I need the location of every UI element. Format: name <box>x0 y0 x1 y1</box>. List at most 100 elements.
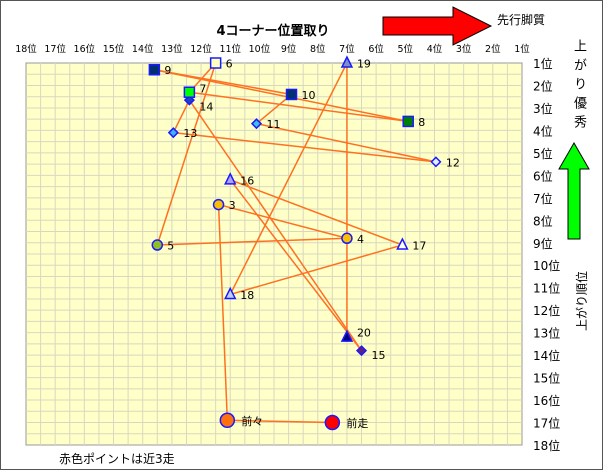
x-tick-label: 6位 <box>368 43 384 55</box>
point-4: 4 <box>341 232 364 246</box>
connection-line <box>230 244 403 296</box>
point-label: 前々 <box>241 414 263 428</box>
x-tick-label: 15位 <box>103 43 125 55</box>
x-tick-label: 5位 <box>398 43 414 55</box>
point-label: 19 <box>357 58 371 71</box>
x-axis-ticks: 18位 17位 16位 15位 14位 13位 12位 11位 10位 9位 8位 7位 6位 5位 4位 3… <box>15 43 530 55</box>
point-label: 16 <box>240 174 254 187</box>
point-8: 8 <box>402 115 425 129</box>
point-label: 18 <box>240 289 254 302</box>
x-tick-label: 1位 <box>514 43 530 55</box>
point-16: 16 <box>224 172 254 187</box>
connection-line <box>217 204 229 421</box>
circle-large-marker <box>219 412 236 429</box>
point-20: 20 <box>340 327 371 342</box>
y-tick-label: 15位 <box>533 371 560 386</box>
y-tick-label: 11位 <box>533 281 560 296</box>
y-tick-label: 10位 <box>533 258 560 273</box>
connection-line <box>154 69 292 96</box>
point-11: 11 <box>250 118 280 131</box>
point-label: 15 <box>372 349 386 362</box>
y-tick-label: 18位 <box>533 438 560 453</box>
point-9: 9 <box>148 63 171 77</box>
circle-marker <box>151 239 164 251</box>
connection-line <box>188 99 363 352</box>
y-tick-label: 16位 <box>533 393 560 408</box>
point-3: 3 <box>212 198 236 212</box>
point-label: 14 <box>199 101 213 114</box>
diamond-marker <box>430 156 442 168</box>
square-marker <box>183 86 196 98</box>
y-tick-label: 5位 <box>533 146 553 161</box>
point-label: 13 <box>183 127 197 140</box>
top-arrow-label: 先行脚質 <box>497 12 545 27</box>
point-label: 7 <box>199 83 206 96</box>
connection-line <box>229 62 348 295</box>
x-tick-label: 13位 <box>161 43 183 55</box>
square-marker <box>148 63 161 76</box>
point-label: 20 <box>357 327 371 340</box>
triangle-marker <box>396 237 409 250</box>
chart-title: 4コーナー位置取り <box>216 23 329 39</box>
circle-marker <box>341 232 353 245</box>
x-tick-label: 7位 <box>339 43 355 55</box>
connection-line <box>229 179 403 246</box>
point-12: 12 <box>430 156 460 169</box>
point-label: 4 <box>357 233 364 246</box>
point-label: 12 <box>446 156 460 169</box>
point-18: 18 <box>224 286 254 302</box>
grid <box>26 63 522 445</box>
x-tick-label: 18位 <box>15 43 37 55</box>
right-top-label: 上がり優秀 <box>571 39 586 134</box>
square-marker <box>402 115 414 128</box>
footnote: 赤色ポイントは近3走 <box>59 452 175 466</box>
triangle-marker <box>224 286 237 300</box>
point-label: 3 <box>229 199 236 212</box>
connection-line <box>157 237 347 246</box>
point-前走: 前走 <box>324 414 368 431</box>
point-label: 6 <box>226 58 233 71</box>
y-tick-label: 14位 <box>533 348 560 363</box>
y-tick-label: 9位 <box>533 236 553 251</box>
y-tick-label: 2位 <box>533 78 553 93</box>
x-tick-label: 10位 <box>249 43 271 55</box>
point-label: 5 <box>167 240 174 253</box>
connection-line <box>218 203 348 239</box>
connection-line <box>256 93 292 125</box>
point-label: 11 <box>266 118 280 131</box>
point-7: 7 <box>183 83 206 98</box>
diamond-marker <box>167 127 179 139</box>
y-tick-label: 8位 <box>533 213 553 228</box>
circle-large-marker <box>324 414 341 431</box>
point-19: 19 <box>340 55 371 71</box>
y-tick-label: 17位 <box>533 416 560 431</box>
point-15: 15 <box>355 345 386 362</box>
point-10: 10 <box>285 88 316 102</box>
x-tick-label: 17位 <box>44 43 66 55</box>
square-marker <box>209 57 222 69</box>
diamond-marker <box>250 118 263 130</box>
x-tick-label: 14位 <box>132 43 154 55</box>
point-13: 13 <box>167 127 197 140</box>
x-tick-label: 3位 <box>456 43 472 55</box>
point-label: 17 <box>412 240 426 253</box>
green-arrow-up-icon <box>558 141 590 240</box>
x-tick-label: 4位 <box>427 43 443 55</box>
y-axis-ticks: 1位 2位 3位 4位 5位 6位 7位 8位 9位 10位 11位 12位 13位 14位 15位 16位 1… <box>533 56 560 453</box>
point-label: 10 <box>302 89 316 102</box>
y-tick-label: 3位 <box>533 101 553 116</box>
triangle-marker <box>340 329 354 342</box>
red-arrow-right-icon <box>382 6 493 46</box>
connection-line <box>172 99 191 133</box>
y-tick-label: 7位 <box>533 191 553 206</box>
right-axis-label: 上がり順位 <box>574 271 589 331</box>
x-tick-label: 9位 <box>281 43 297 55</box>
point-label: 前走 <box>346 416 368 430</box>
circle-marker <box>212 198 225 211</box>
connection-lines <box>154 62 437 424</box>
triangle-marker <box>224 172 237 185</box>
point-6: 6 <box>209 57 233 71</box>
point-label: 8 <box>418 116 425 129</box>
